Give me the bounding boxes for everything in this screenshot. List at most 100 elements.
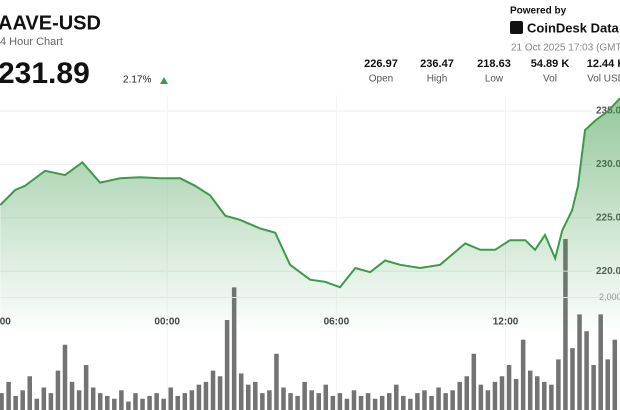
volume-bar <box>478 384 484 410</box>
volume-bar <box>330 395 336 410</box>
volume-bar <box>231 287 237 410</box>
volume-bar <box>471 353 477 410</box>
volume-bar <box>217 376 223 410</box>
volume-bar <box>584 331 589 410</box>
volume-bar <box>302 381 307 410</box>
volume-bar <box>316 393 321 410</box>
volume-bar <box>534 376 540 410</box>
volume-bar <box>323 384 329 410</box>
up-arrow <box>160 77 168 84</box>
volume-bar <box>27 376 33 410</box>
volume-bar <box>224 320 230 410</box>
volume-bar <box>386 393 392 410</box>
volume-bar <box>436 387 441 410</box>
timestamp: 21 Oct 2025 17:03 (GMT <box>511 43 620 54</box>
volume-bar <box>358 395 364 410</box>
brand: CoinDesk Data <box>527 20 620 35</box>
volume-bar <box>133 393 138 410</box>
title: AAVE-USD <box>0 12 101 34</box>
volume-bar <box>365 393 371 410</box>
volume-bar <box>605 359 610 410</box>
volume-bar <box>295 395 300 410</box>
volume-bar <box>90 387 96 410</box>
change: 2.17% <box>123 75 151 86</box>
volume-bar <box>76 390 82 410</box>
brand-logo <box>510 21 523 34</box>
volume-bar <box>337 393 343 410</box>
price-line <box>0 97 620 289</box>
volume-bar <box>83 365 89 410</box>
volume-bar <box>34 398 40 410</box>
volume-bar <box>520 339 526 410</box>
volume-bar <box>260 393 265 410</box>
plot: 2,000220.00225.00230.00235.018:0000:0006… <box>0 95 620 410</box>
volume-bar <box>549 384 554 410</box>
stat-value: 12.44 K <box>587 58 620 70</box>
stat-value: 236.47 <box>420 58 454 70</box>
volume-bar <box>41 387 47 410</box>
volume-bar <box>168 387 173 410</box>
volume-bar <box>429 395 434 410</box>
volume-bar <box>556 359 561 410</box>
volume-bar <box>175 395 181 410</box>
volume-bar <box>20 390 25 410</box>
volume-bar <box>161 398 166 410</box>
volume-bar <box>203 381 209 410</box>
volume-bar <box>506 365 512 410</box>
volume-bar <box>372 398 378 410</box>
volume-bar <box>485 390 491 410</box>
stat-label: Open <box>369 74 393 85</box>
stat-value: 218.63 <box>477 58 511 70</box>
volume-bar <box>48 393 54 410</box>
price-area <box>0 98 620 335</box>
volume-bar <box>443 393 448 410</box>
volume-bar <box>126 401 131 410</box>
volume-bar <box>450 390 455 410</box>
volume-bar <box>401 395 406 410</box>
stat-label: Low <box>485 74 504 85</box>
stat-label: Vol USD <box>587 74 620 85</box>
volume-bar <box>591 365 596 410</box>
volume-bar <box>351 390 357 410</box>
volume-bar <box>513 379 519 410</box>
price: 231.89 <box>0 57 90 90</box>
stat-value: 54.89 K <box>531 58 570 70</box>
volume-bar <box>112 398 117 410</box>
subtitle: 4 Hour Chart <box>0 36 63 48</box>
stat-label: Vol <box>543 74 557 85</box>
volume-bar <box>612 339 618 410</box>
volume-bar <box>288 393 293 410</box>
volume-bar <box>189 390 195 410</box>
volume-bar <box>570 348 575 410</box>
volume-bar <box>379 395 385 410</box>
volume-bar <box>119 390 124 410</box>
volume-bar <box>55 370 61 410</box>
volume-bar <box>281 387 286 410</box>
volume-bar <box>499 376 505 410</box>
volume-bar <box>253 381 258 410</box>
volume-bar <box>274 353 279 410</box>
volume-bar <box>69 381 75 410</box>
volume-bar <box>182 393 188 410</box>
volume-bar <box>210 370 216 410</box>
volume-bar <box>309 390 314 410</box>
volume-bar <box>408 398 413 410</box>
volume-bar <box>577 314 582 410</box>
powered-by: Powered by <box>510 6 567 17</box>
volume-bar <box>13 395 18 410</box>
volume-bar <box>105 395 110 410</box>
stats: 226.97 Open 236.47 High 218.63 Low 54.89 K Vol 1… <box>364 58 620 85</box>
volume-bar <box>238 373 244 410</box>
volume-bar <box>422 390 427 410</box>
volume-bar <box>415 393 420 410</box>
volume-bar <box>154 393 159 410</box>
volume-bar <box>147 395 152 410</box>
volume-bar <box>140 398 145 410</box>
stat-label: High <box>427 74 448 85</box>
volume-bar <box>267 390 272 410</box>
volume-bar <box>394 384 399 410</box>
volume-bar <box>492 381 498 410</box>
volume-bar <box>0 393 4 410</box>
volume-bar <box>245 384 251 410</box>
